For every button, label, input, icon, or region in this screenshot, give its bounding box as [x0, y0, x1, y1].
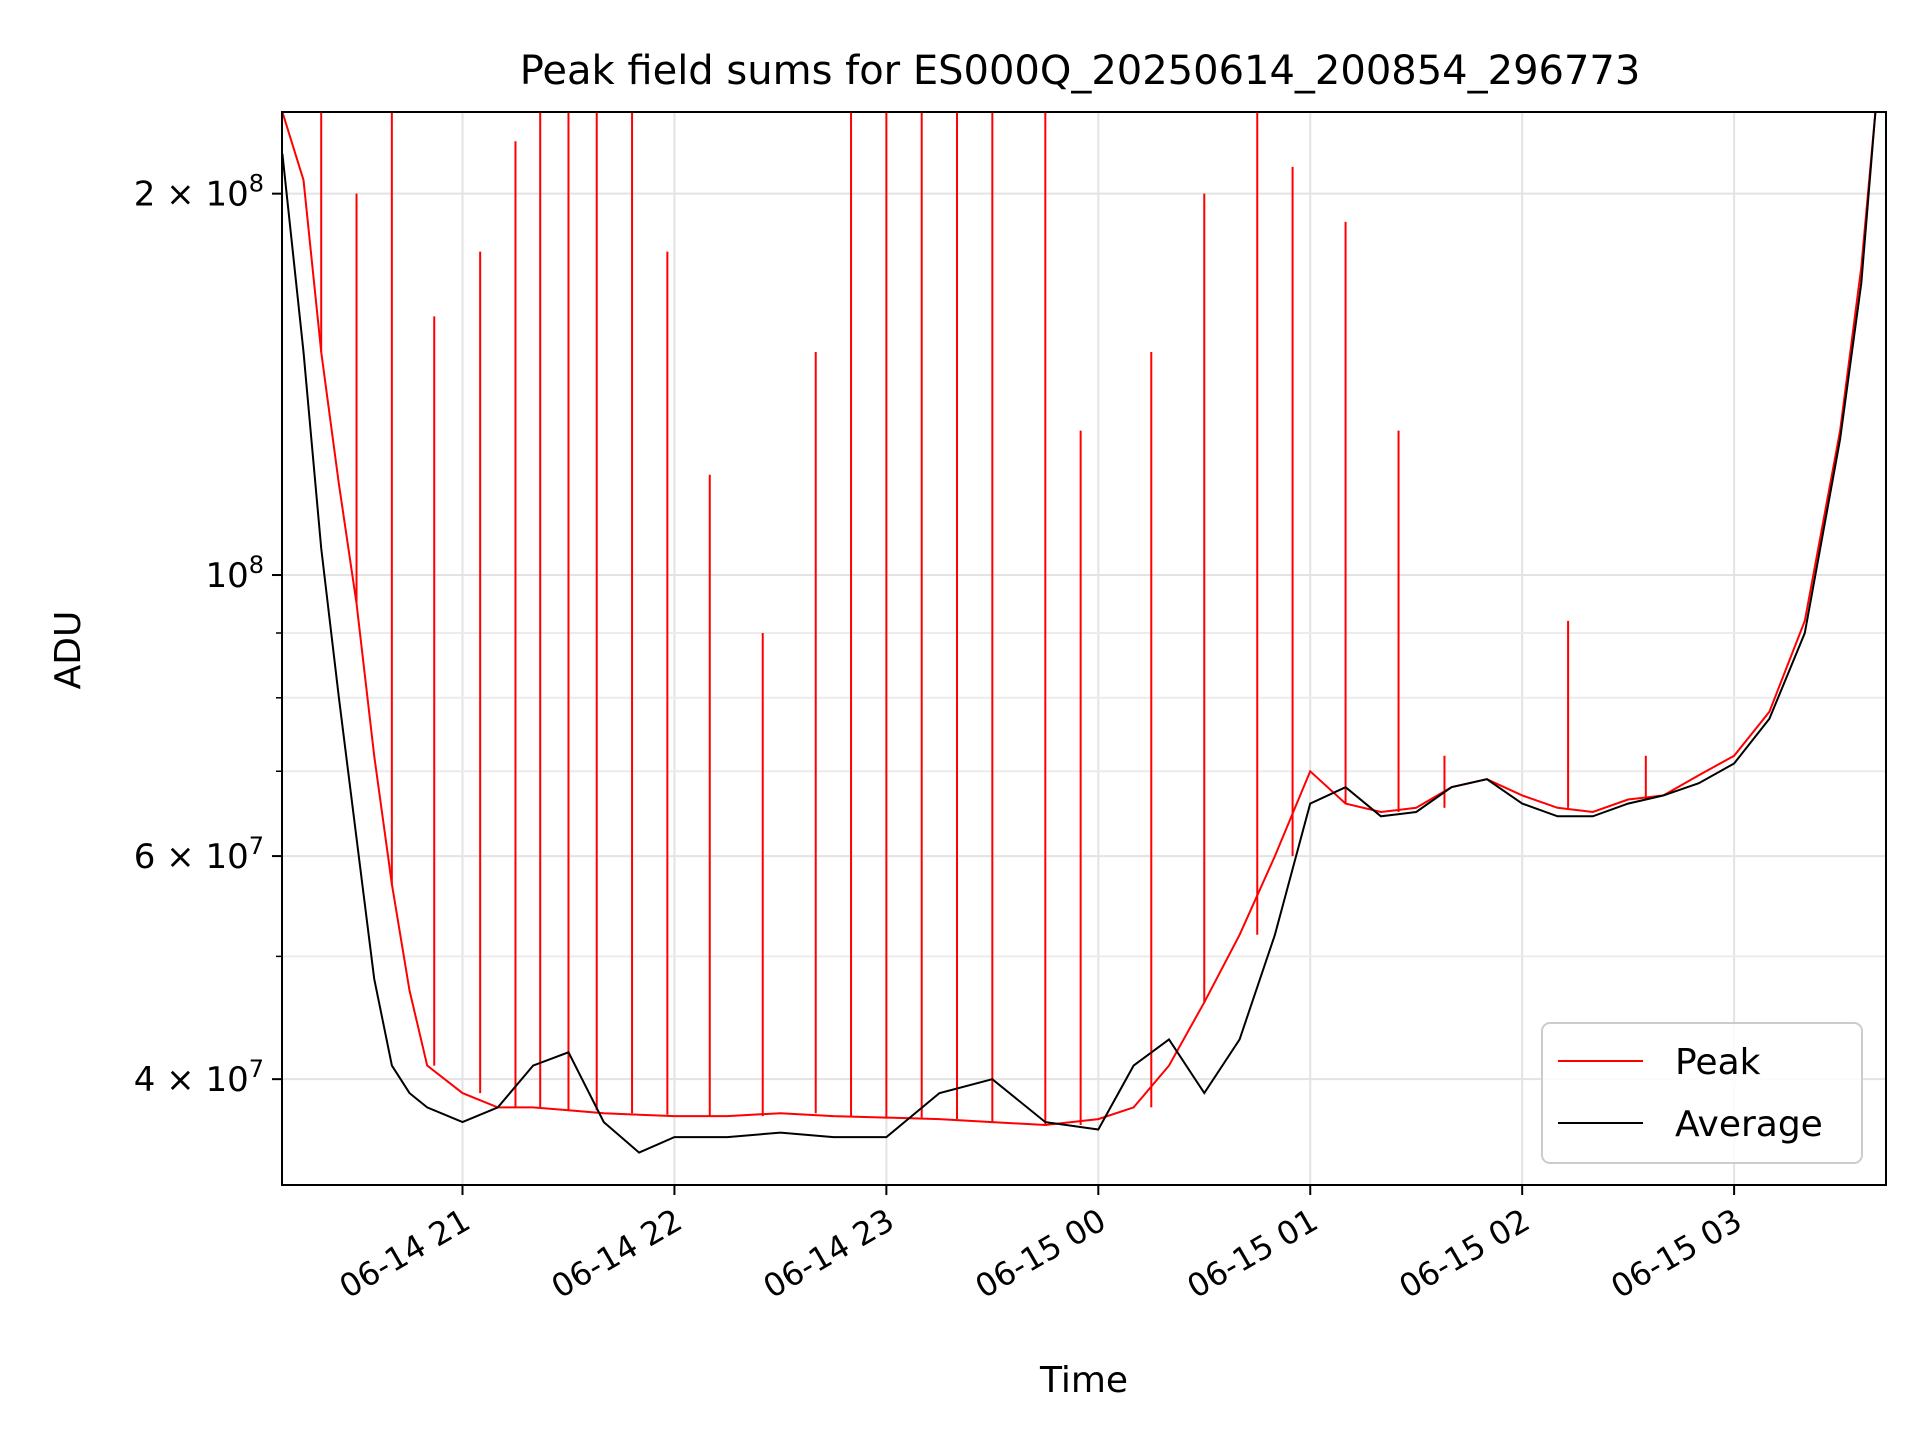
y-axis-label: ADU — [48, 611, 89, 690]
y-tick-label: 2 × 108 — [134, 170, 264, 215]
legend-label-peak: Peak — [1675, 1042, 1761, 1083]
legend: Peak Average — [1541, 1022, 1863, 1164]
y-tick-label: 4 × 107 — [134, 1055, 264, 1100]
series-average-line — [282, 112, 1877, 1154]
legend-box — [1541, 1022, 1863, 1164]
x-axis-label: Time — [1039, 1360, 1128, 1401]
chart-title: Peak field sums for ES000Q_20250614_2008… — [520, 48, 1641, 94]
y-axis: 4 × 107 6 × 107 108 2 × 108 — [134, 170, 282, 1100]
series-layer — [282, 112, 1877, 1154]
grid — [282, 112, 1886, 1185]
series-peak-line — [282, 112, 1877, 1127]
y-tick-label: 6 × 107 — [134, 832, 264, 877]
plot-frame — [281, 111, 1887, 1186]
legend-label-average: Average — [1675, 1104, 1823, 1145]
y-tick-label: 108 — [205, 551, 264, 596]
